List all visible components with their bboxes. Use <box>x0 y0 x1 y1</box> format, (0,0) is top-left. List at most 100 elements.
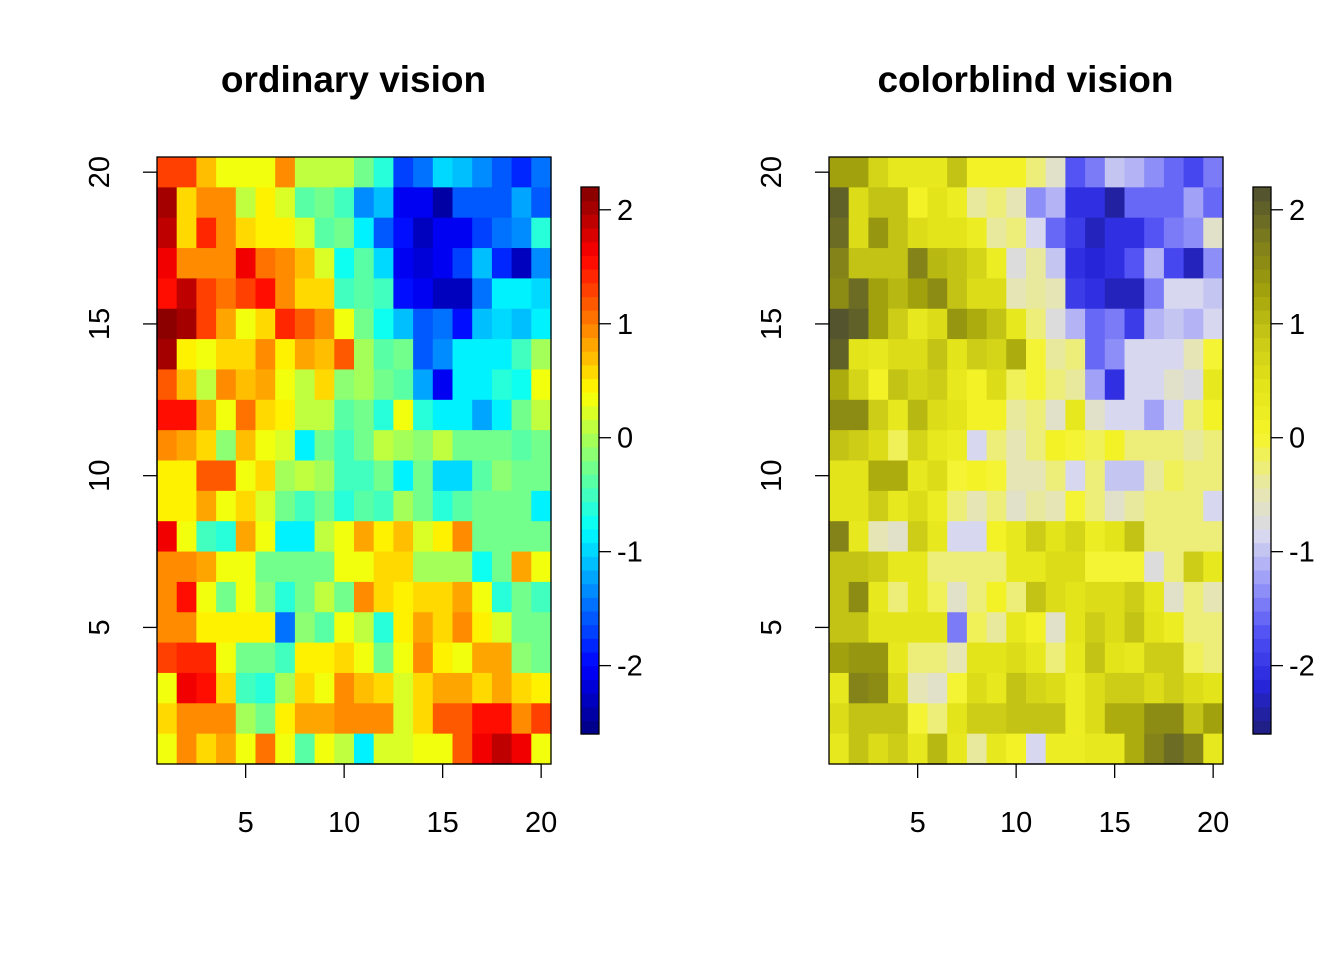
heatmap-cell <box>294 187 316 219</box>
heatmap-cell <box>966 339 988 371</box>
heatmap-cell <box>235 399 257 431</box>
heatmap-cell <box>334 339 355 371</box>
heatmap-cell <box>491 187 513 219</box>
heatmap-cell <box>373 157 394 188</box>
heatmap-cell <box>986 157 1007 188</box>
heatmap-cell <box>1124 430 1145 462</box>
heatmap-cell <box>947 430 968 462</box>
heatmap-cell <box>196 733 217 765</box>
heatmap-cell <box>927 460 948 492</box>
heatmap-cell <box>888 612 909 644</box>
heatmap-cell <box>452 308 473 340</box>
colorbar-bin <box>581 241 599 256</box>
heatmap-cell <box>868 248 889 279</box>
heatmap-cell <box>452 551 473 583</box>
heatmap-cell <box>1104 521 1126 553</box>
heatmap-cell <box>472 460 493 492</box>
heatmap-cell <box>393 521 414 553</box>
heatmap-cell <box>373 733 394 765</box>
colorbar-bin <box>581 214 599 229</box>
heatmap-cell <box>1203 521 1224 553</box>
heatmap-cell <box>1065 339 1086 371</box>
x-tick-label: 15 <box>427 807 459 839</box>
heatmap-cell <box>275 369 296 401</box>
heatmap-cell <box>1026 430 1047 462</box>
heatmap-cell <box>927 339 948 371</box>
heatmap-cell <box>1183 399 1204 431</box>
heatmap-cell <box>1026 460 1047 492</box>
heatmap-cell <box>1163 217 1185 249</box>
heatmap-cell <box>1006 308 1027 340</box>
heatmap-cell <box>1065 217 1086 249</box>
colorbar-bin <box>1253 296 1271 311</box>
heatmap-cell <box>491 308 513 340</box>
heatmap-cell <box>196 460 217 492</box>
heatmap-cell <box>196 581 217 613</box>
heatmap-cell <box>235 490 257 522</box>
heatmap-cell <box>1085 612 1106 644</box>
heatmap-cell <box>1085 460 1106 492</box>
heatmap-cell <box>888 217 909 249</box>
colorbar-bin <box>581 187 599 202</box>
heatmap-cell <box>373 399 394 431</box>
heatmap-cell <box>947 733 968 765</box>
heatmap-cell <box>432 217 454 249</box>
heatmap-cell <box>216 490 237 522</box>
heatmap-cell <box>531 672 552 704</box>
heatmap-cell <box>354 581 375 613</box>
heatmap-cell <box>176 733 197 765</box>
heatmap-cell <box>511 187 532 219</box>
heatmap-cell <box>413 187 434 219</box>
y-tick-label: 20 <box>84 156 116 188</box>
heatmap-cell <box>511 642 532 674</box>
heatmap-cell <box>927 278 948 310</box>
heatmap-cell <box>531 399 552 431</box>
heatmap-cell <box>216 217 237 249</box>
heatmap-cell <box>1144 157 1165 188</box>
y-tick-label: 20 <box>756 156 788 188</box>
heatmap-cell <box>848 672 869 704</box>
colorbar-bin <box>581 364 599 380</box>
heatmap-cell <box>986 642 1007 674</box>
heatmap-cell <box>235 460 257 492</box>
heatmap-cell <box>1065 703 1086 735</box>
heatmap-cell <box>829 672 850 704</box>
heatmap-cell <box>1045 308 1066 340</box>
heatmap-cell <box>354 551 375 583</box>
heatmap-cell <box>1104 672 1126 704</box>
heatmap-cell <box>1183 278 1204 310</box>
heatmap-cell <box>491 278 513 310</box>
heatmap-cell <box>157 399 178 431</box>
heatmap-cell <box>986 339 1007 371</box>
y-tick-label: 15 <box>756 308 788 340</box>
heatmap-cell <box>176 430 197 462</box>
heatmap-cell <box>413 339 434 371</box>
heatmap-cell <box>413 248 434 279</box>
heatmap-cell <box>432 672 454 704</box>
heatmap-cell <box>1163 369 1185 401</box>
heatmap-cell <box>334 308 355 340</box>
colorbar-bin <box>1253 187 1271 202</box>
heatmap-cell <box>1124 217 1145 249</box>
heatmap-cell <box>216 187 237 219</box>
heatmap-cell <box>216 551 237 583</box>
colorbar-bin <box>581 706 599 721</box>
heatmap-cell <box>196 339 217 371</box>
heatmap-cell <box>1144 187 1165 219</box>
heatmap-cell <box>1183 490 1204 522</box>
heatmap-cell <box>216 521 237 553</box>
heatmap-cell <box>907 217 929 249</box>
heatmap-cell <box>888 521 909 553</box>
heatmap-cell <box>373 642 394 674</box>
heatmap-cell <box>927 430 948 462</box>
heatmap-cell <box>314 430 335 462</box>
heatmap-cell <box>888 672 909 704</box>
heatmap-cell <box>314 733 335 765</box>
heatmap-cell <box>531 278 552 310</box>
heatmap-cell <box>1026 672 1047 704</box>
heatmap-cell <box>907 308 929 340</box>
heatmap-cell <box>255 187 276 219</box>
colorbar-bin <box>581 528 599 544</box>
heatmap-cell <box>314 672 335 704</box>
heatmap-cell <box>393 733 414 765</box>
